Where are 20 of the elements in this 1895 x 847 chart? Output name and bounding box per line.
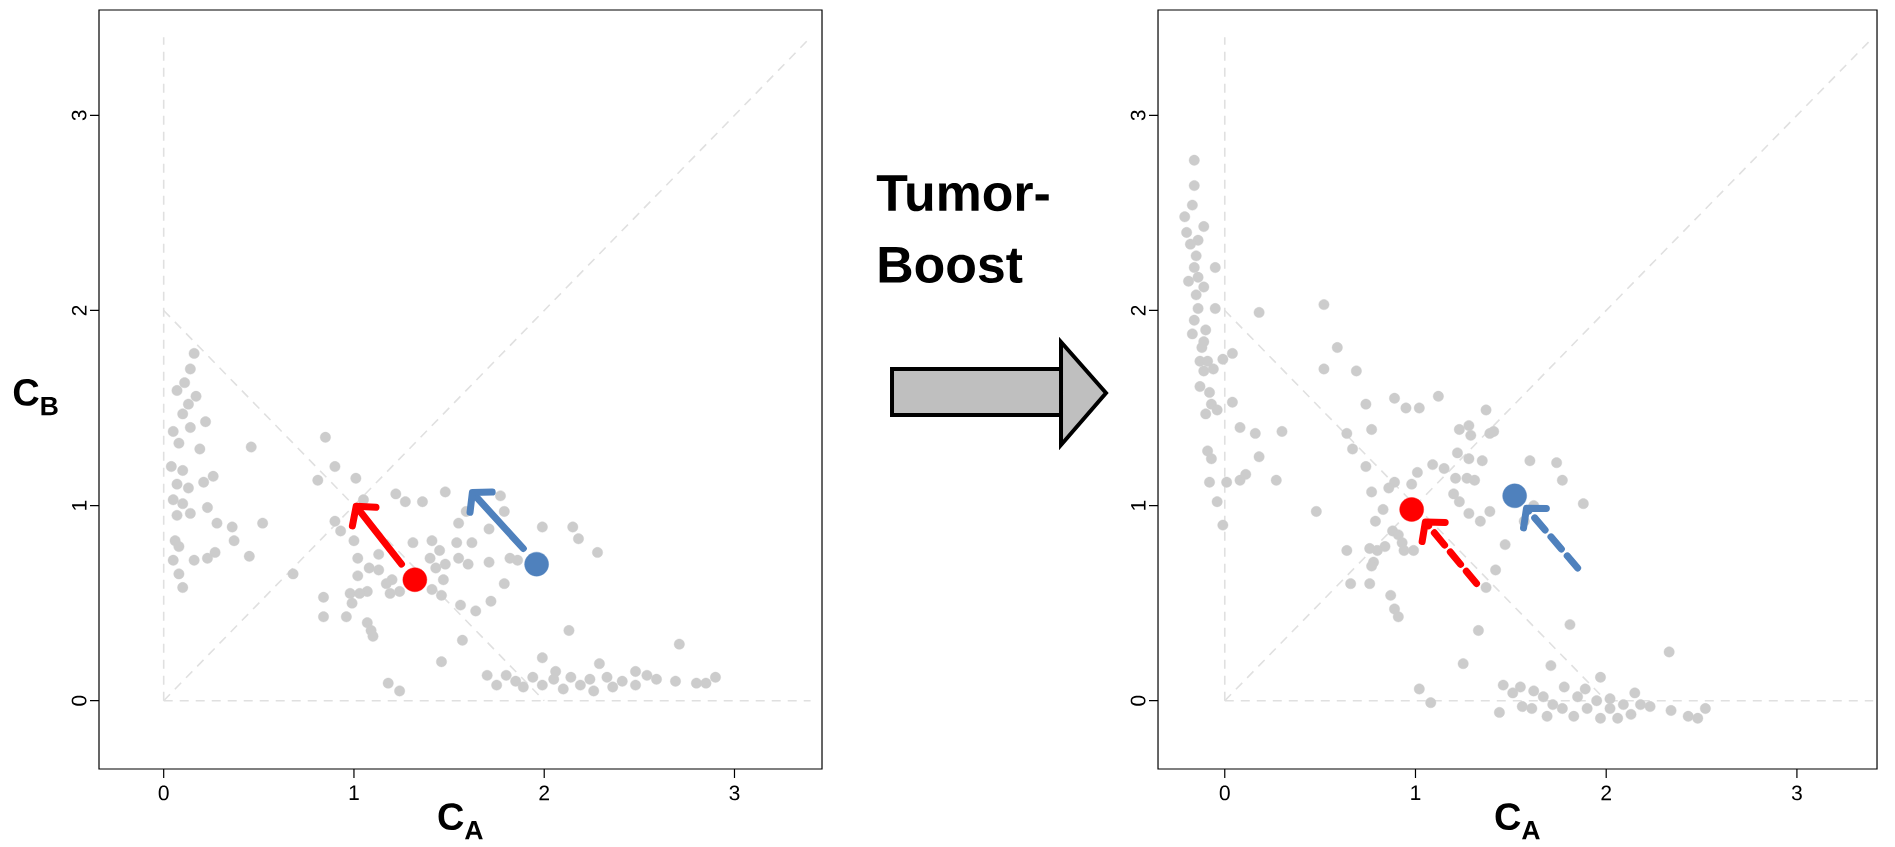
text: C$_{A}$ (1495, 803, 1540, 840)
y-tick-label: 3 (1130, 110, 1146, 121)
y-tick-label: 1 (1131, 500, 1146, 510)
y-tick-label: 3 (71, 110, 87, 121)
x-tick-label: 1 (1411, 785, 1421, 800)
y-tick-label: 2 (71, 305, 87, 316)
y-tick-label: 2 (1130, 305, 1146, 316)
x-tick-label: 3 (729, 785, 740, 801)
y-tick-label: 1 (72, 500, 87, 510)
y-tick-label: 0 (71, 695, 87, 706)
text: C$_{B}$ (13, 379, 58, 416)
x-tick-label: 0 (1219, 785, 1230, 801)
text: C$_{A}$ (438, 803, 483, 840)
y-tick-label: 0 (1130, 695, 1146, 706)
x-tick-label: 3 (1791, 785, 1802, 801)
x-tick-label: 0 (158, 785, 169, 801)
text: Tumor-Boost (876, 175, 1049, 284)
x-tick-label: 1 (349, 785, 359, 800)
x-tick-label: 2 (539, 785, 549, 801)
x-tick-label: 2 (1601, 785, 1611, 801)
